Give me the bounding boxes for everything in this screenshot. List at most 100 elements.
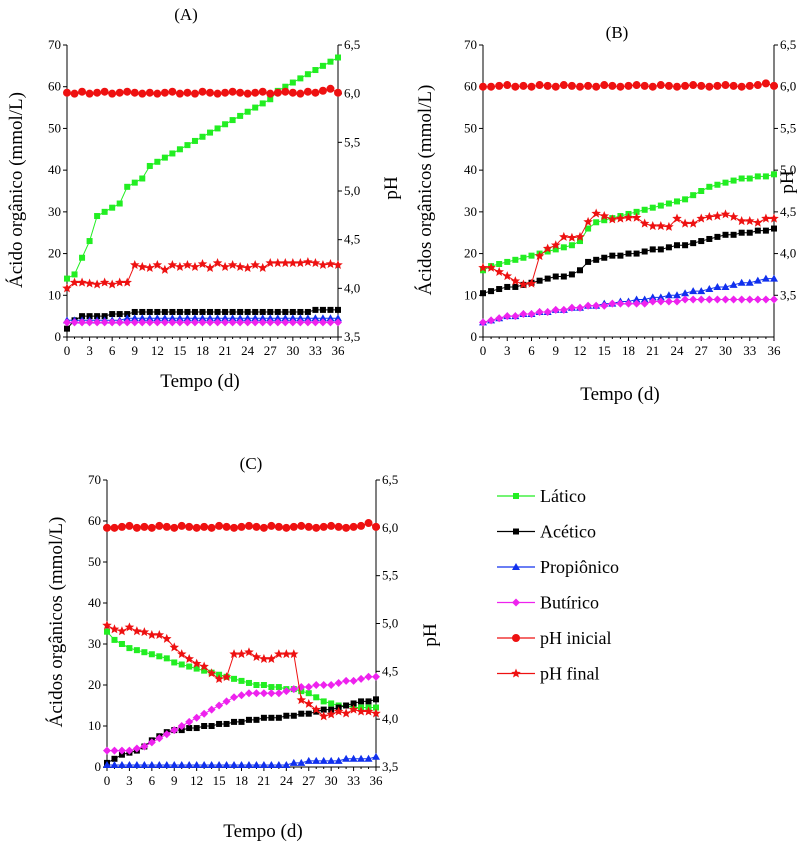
- data-point: [616, 82, 625, 91]
- legend-label: pH final: [540, 664, 599, 684]
- data-point: [297, 308, 304, 315]
- data-point: [115, 88, 124, 97]
- data-point: [559, 231, 569, 241]
- data-point: [673, 297, 681, 306]
- data-point: [70, 89, 79, 98]
- data-point: [110, 523, 119, 532]
- data-point: [190, 261, 200, 271]
- data-point: [274, 760, 283, 768]
- data-point: [738, 229, 745, 236]
- data-point: [154, 158, 161, 165]
- data-point: [185, 522, 194, 531]
- x-tick-label: 36: [768, 343, 782, 358]
- x-tick-label: 12: [151, 343, 164, 358]
- data-point: [214, 308, 221, 315]
- data-point: [111, 636, 118, 643]
- data-point: [688, 218, 698, 228]
- data-point: [190, 314, 199, 322]
- data-point: [607, 214, 618, 224]
- data-point: [148, 651, 155, 658]
- data-point: [275, 714, 282, 721]
- series-Butírico: [103, 672, 380, 755]
- data-point: [771, 225, 777, 232]
- data-point: [551, 82, 560, 91]
- data-point: [94, 313, 101, 320]
- data-point: [761, 79, 770, 88]
- data-point: [770, 81, 778, 90]
- x-tick-label: 21: [257, 773, 270, 788]
- series-Acético: [104, 696, 379, 766]
- data-point: [175, 314, 184, 322]
- data-point: [170, 760, 179, 768]
- data-point: [665, 244, 672, 251]
- data-point: [222, 121, 229, 128]
- data-point: [207, 308, 214, 315]
- data-point: [257, 262, 268, 272]
- data-point: [327, 681, 336, 689]
- data-point: [705, 82, 714, 91]
- legend-marker: [512, 563, 520, 570]
- data-point: [665, 200, 672, 207]
- data-point: [334, 678, 343, 687]
- data-point: [123, 314, 132, 322]
- data-point: [160, 314, 169, 322]
- data-point: [94, 213, 101, 220]
- series-pH inicial: [103, 519, 380, 532]
- data-point: [625, 250, 632, 257]
- data-point: [267, 760, 276, 768]
- data-point: [649, 246, 656, 253]
- series-pH inicial: [63, 84, 342, 98]
- data-point: [334, 522, 343, 531]
- data-point: [267, 308, 274, 315]
- data-point: [199, 661, 209, 671]
- y-tick-label: 0: [55, 329, 62, 344]
- data-point: [640, 299, 649, 308]
- data-point: [155, 734, 164, 743]
- data-point: [518, 279, 529, 289]
- data-point: [550, 240, 561, 250]
- data-point: [519, 310, 528, 319]
- data-point: [216, 720, 223, 727]
- data-point: [592, 301, 601, 310]
- data-point: [222, 522, 231, 531]
- data-point: [124, 183, 131, 190]
- x-tick-label: 3: [86, 343, 93, 358]
- data-point: [168, 87, 177, 96]
- data-point: [259, 653, 269, 663]
- data-point: [640, 295, 649, 303]
- data-point: [130, 314, 139, 322]
- data-point: [215, 701, 224, 710]
- data-point: [713, 81, 722, 90]
- data-point: [192, 760, 201, 768]
- data-point: [487, 316, 496, 325]
- data-point: [176, 146, 183, 153]
- data-point: [559, 81, 568, 90]
- data-point: [656, 221, 666, 231]
- data-point: [221, 88, 230, 97]
- data-point: [201, 723, 208, 729]
- data-point: [199, 133, 206, 140]
- data-point: [289, 522, 298, 531]
- data-point: [212, 258, 223, 268]
- data-point: [282, 687, 291, 696]
- x-tick-label: 15: [173, 343, 186, 358]
- data-point: [713, 282, 722, 290]
- data-point: [648, 293, 657, 301]
- data-point: [298, 688, 305, 695]
- data-point: [289, 649, 299, 659]
- data-point: [175, 261, 185, 271]
- data-point: [125, 746, 134, 755]
- x-tick-label: 27: [264, 343, 278, 358]
- data-point: [130, 318, 139, 327]
- data-point: [318, 259, 328, 270]
- data-point: [649, 204, 656, 211]
- data-point: [93, 88, 102, 97]
- x-tick-label: 12: [574, 343, 587, 358]
- data-point: [657, 246, 664, 253]
- data-point: [116, 311, 123, 318]
- y2-axis-label: pH: [777, 170, 798, 194]
- data-point: [615, 213, 626, 223]
- y2-tick-label: 5,0: [344, 183, 360, 198]
- y2-tick-label: 4,0: [344, 280, 360, 295]
- x-tick-label: 30: [719, 343, 732, 358]
